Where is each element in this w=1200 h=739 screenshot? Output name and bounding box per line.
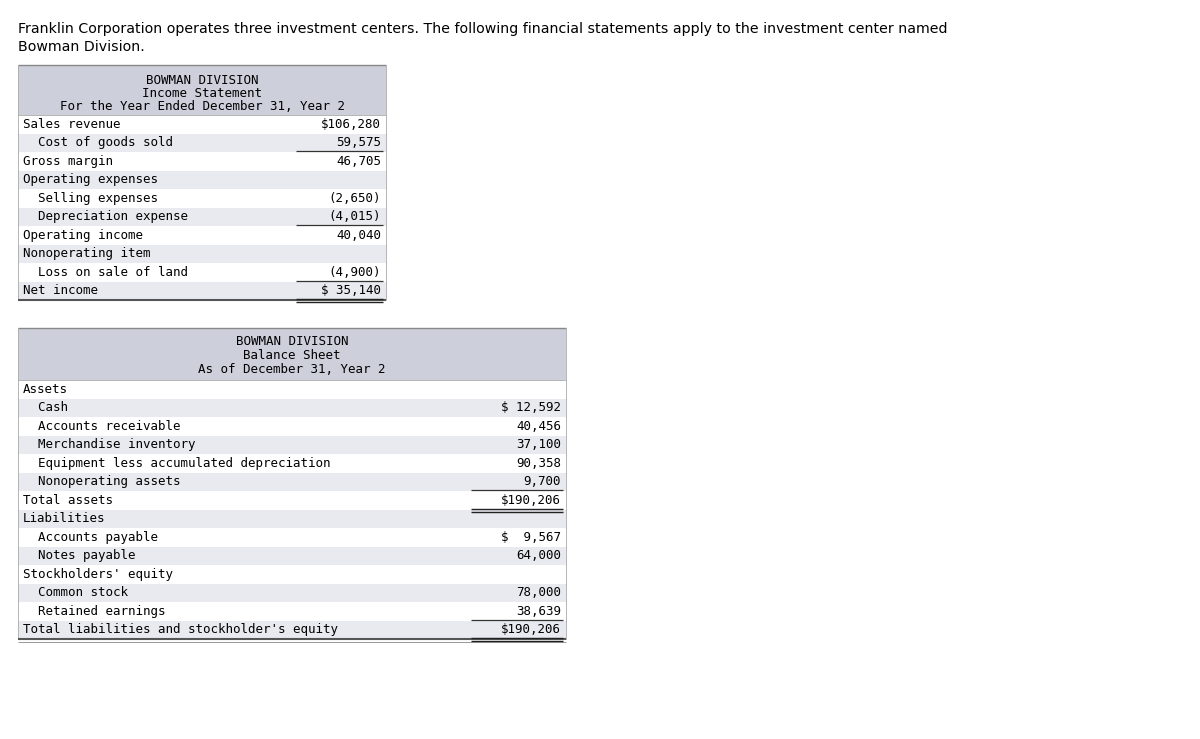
Bar <box>18 528 566 547</box>
Bar <box>18 263 386 282</box>
Text: Bowman Division.: Bowman Division. <box>18 40 145 54</box>
Text: 46,705: 46,705 <box>336 154 382 168</box>
Text: Loss on sale of land: Loss on sale of land <box>23 266 188 279</box>
Bar <box>18 189 386 208</box>
Bar <box>18 417 566 435</box>
Text: Merchandise inventory: Merchandise inventory <box>23 438 196 452</box>
Text: Sales revenue: Sales revenue <box>23 118 120 131</box>
Text: Cash: Cash <box>23 401 68 415</box>
Text: BOWMAN DIVISION: BOWMAN DIVISION <box>235 335 348 348</box>
Text: Cost of goods sold: Cost of goods sold <box>23 136 173 149</box>
Text: (2,650): (2,650) <box>329 191 382 205</box>
Bar <box>18 226 386 245</box>
Text: (4,015): (4,015) <box>329 211 382 223</box>
Text: Depreciation expense: Depreciation expense <box>23 211 188 223</box>
Bar <box>18 621 566 639</box>
Text: Notes payable: Notes payable <box>23 549 136 562</box>
Text: Retained earnings: Retained earnings <box>23 605 166 618</box>
Text: Total liabilities and stockholder's equity: Total liabilities and stockholder's equi… <box>23 623 338 636</box>
Bar <box>18 491 566 509</box>
Bar <box>18 171 386 189</box>
Text: As of December 31, Year 2: As of December 31, Year 2 <box>198 363 385 376</box>
Text: Common stock: Common stock <box>23 586 128 599</box>
Text: Income Statement: Income Statement <box>142 87 262 100</box>
Text: 38,639: 38,639 <box>516 605 562 618</box>
Text: 40,456: 40,456 <box>516 420 562 433</box>
Text: $ 35,140: $ 35,140 <box>322 285 382 297</box>
Bar <box>18 380 566 398</box>
Text: 64,000: 64,000 <box>516 549 562 562</box>
Text: 59,575: 59,575 <box>336 136 382 149</box>
Bar <box>18 454 566 472</box>
Text: BOWMAN DIVISION: BOWMAN DIVISION <box>145 74 258 87</box>
Text: $190,206: $190,206 <box>502 494 562 507</box>
Text: Equipment less accumulated depreciation: Equipment less accumulated depreciation <box>23 457 330 470</box>
Text: Nonoperating assets: Nonoperating assets <box>23 475 180 488</box>
Text: Franklin Corporation operates three investment centers. The following financial : Franklin Corporation operates three inve… <box>18 22 948 36</box>
Bar <box>18 565 566 584</box>
Bar <box>18 602 566 621</box>
Text: $ 12,592: $ 12,592 <box>502 401 562 415</box>
Bar <box>18 509 566 528</box>
Text: 78,000: 78,000 <box>516 586 562 599</box>
Text: Gross margin: Gross margin <box>23 154 113 168</box>
Text: 37,100: 37,100 <box>516 438 562 452</box>
Text: Nonoperating item: Nonoperating item <box>23 248 150 260</box>
Bar <box>18 398 566 417</box>
Text: For the Year Ended December 31, Year 2: For the Year Ended December 31, Year 2 <box>60 100 344 113</box>
Bar <box>18 115 386 134</box>
Text: $  9,567: $ 9,567 <box>502 531 562 544</box>
Bar <box>18 208 386 226</box>
Bar <box>18 584 566 602</box>
Text: 9,700: 9,700 <box>523 475 562 488</box>
Text: 90,358: 90,358 <box>516 457 562 470</box>
Text: (4,900): (4,900) <box>329 266 382 279</box>
Text: Liabilities: Liabilities <box>23 512 106 525</box>
Bar <box>18 152 386 171</box>
Bar <box>18 435 566 454</box>
Text: Net income: Net income <box>23 285 98 297</box>
Text: Balance Sheet: Balance Sheet <box>244 349 341 362</box>
Bar <box>18 547 566 565</box>
Bar <box>18 472 566 491</box>
Bar <box>18 65 386 115</box>
Text: Total assets: Total assets <box>23 494 113 507</box>
Text: 40,040: 40,040 <box>336 229 382 242</box>
Text: $190,206: $190,206 <box>502 623 562 636</box>
Text: Operating expenses: Operating expenses <box>23 173 158 186</box>
Text: $106,280: $106,280 <box>322 118 382 131</box>
Text: Stockholders' equity: Stockholders' equity <box>23 568 173 581</box>
Bar <box>18 328 566 380</box>
Text: Selling expenses: Selling expenses <box>23 191 158 205</box>
Text: Operating income: Operating income <box>23 229 143 242</box>
Text: Accounts receivable: Accounts receivable <box>23 420 180 433</box>
Bar <box>18 282 386 300</box>
Text: Accounts payable: Accounts payable <box>23 531 158 544</box>
Bar <box>18 245 386 263</box>
Text: Assets: Assets <box>23 383 68 396</box>
Bar <box>18 134 386 152</box>
